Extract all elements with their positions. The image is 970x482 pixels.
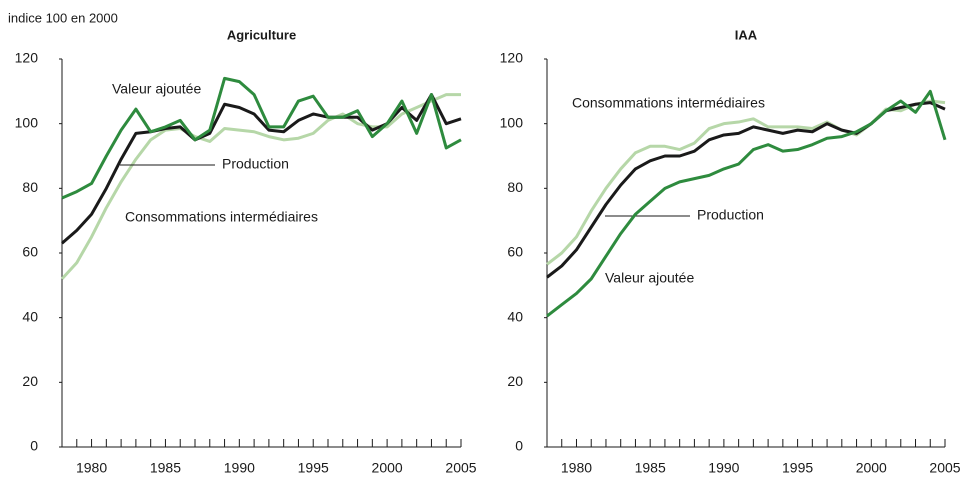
x-tick-label: 1990 — [224, 460, 255, 476]
y-tick-label: 40 — [22, 308, 38, 324]
x-tick-label: 1980 — [561, 460, 592, 476]
x-tick-label: 2005 — [445, 460, 476, 476]
series-label: Consommations intermédiaires — [125, 209, 318, 225]
x-tick-label: 2005 — [929, 460, 960, 476]
series-label: Valeur ajoutée — [605, 270, 694, 286]
y-tick-label: 100 — [500, 114, 524, 130]
x-tick-label: 1990 — [708, 460, 739, 476]
y-tick-label: 80 — [22, 179, 38, 195]
y-tick-label: 120 — [500, 50, 524, 66]
x-tick-label: 1980 — [76, 460, 107, 476]
y-tick-label: 40 — [507, 308, 523, 324]
x-tick-label: 1985 — [635, 460, 666, 476]
series-label: Valeur ajoutée — [112, 81, 201, 97]
x-tick-label: 1995 — [298, 460, 329, 476]
y-tick-label: 60 — [507, 244, 523, 260]
series-line — [60, 93, 461, 280]
y-tick-label: 20 — [22, 373, 38, 389]
y-tick-label: 120 — [15, 50, 39, 66]
chart-title: Agriculture — [227, 27, 296, 42]
series-line — [546, 89, 947, 318]
y-tick-label: 100 — [15, 114, 39, 130]
x-tick-label: 1995 — [782, 460, 813, 476]
series-line — [546, 99, 946, 266]
y-tick-label: 80 — [507, 179, 523, 195]
y-tick-label: 60 — [22, 244, 38, 260]
series-label: Consommations intermédiaires — [572, 95, 765, 111]
x-tick-label: 1985 — [150, 460, 181, 476]
series-line — [61, 76, 462, 200]
y-tick-label: 0 — [515, 438, 523, 454]
series-label: Production — [697, 207, 764, 223]
chart-title: IAA — [735, 27, 758, 42]
series-line — [546, 101, 946, 279]
y-tick-label: 20 — [507, 373, 523, 389]
y-tick-label: 0 — [30, 438, 38, 454]
x-tick-label: 2000 — [372, 460, 403, 476]
series-line — [61, 93, 462, 245]
x-tick-label: 2000 — [856, 460, 887, 476]
chart-subtitle: indice 100 en 2000 — [8, 10, 118, 25]
series-label: Production — [222, 156, 289, 172]
